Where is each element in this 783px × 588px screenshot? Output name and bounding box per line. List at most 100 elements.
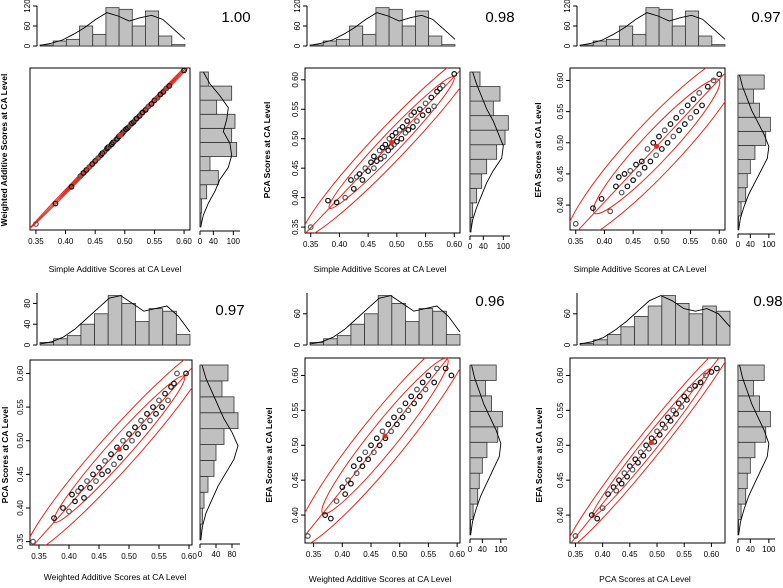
side-hist-bar — [469, 488, 479, 505]
side-hist-tick-label: 0 — [468, 242, 473, 251]
data-point — [422, 100, 429, 107]
side-hist-bar — [469, 173, 483, 189]
y-axis-label: EFA Scores at CA Level — [534, 407, 544, 502]
data-point — [379, 144, 386, 151]
top-hist-bar — [445, 334, 461, 346]
y-tick-label: 0.60 — [291, 71, 300, 87]
data-point — [393, 421, 400, 428]
data-point — [661, 127, 668, 134]
y-axis-label: EFA Scores at CA Level — [533, 102, 543, 197]
y-tick-label: 0.35 — [291, 219, 300, 235]
y-tick-label: 0.55 — [556, 402, 565, 418]
x-tick-label: 0.55 — [147, 237, 163, 246]
data-point — [414, 386, 420, 393]
data-point — [670, 133, 677, 140]
panel-1: 0.35 0.40 0.45 0.50 0.55 0.60 Simple Additive … — [0, 0, 251, 274]
side-hist-bar — [469, 100, 494, 117]
data-point — [385, 147, 392, 154]
correlation-label: 0.97 — [751, 9, 780, 26]
top-hist-tick-label: 40 — [23, 319, 32, 328]
data-point — [102, 458, 108, 464]
data-point — [105, 468, 111, 474]
data-point — [613, 183, 619, 190]
side-hist-bar — [199, 99, 218, 115]
data-point — [598, 195, 605, 202]
data-point — [644, 146, 651, 152]
x-tick-label: 0.50 — [121, 552, 137, 561]
top-hist-bar — [377, 295, 393, 346]
side-hist-bar — [469, 364, 497, 381]
y-tick-label: 0.45 — [291, 472, 300, 488]
side-hist-bar — [737, 395, 760, 412]
y-tick-label: 0.45 — [16, 466, 25, 482]
data-point — [624, 473, 631, 480]
data-point — [408, 393, 415, 400]
side-hist-bar — [737, 380, 754, 397]
data-point — [181, 68, 187, 74]
side-hist-bar — [469, 503, 474, 520]
data-point — [101, 149, 107, 155]
data-point — [615, 174, 622, 180]
data-point — [322, 512, 328, 518]
x-tick-label: 0.35 — [568, 237, 584, 246]
scatter-frame — [304, 357, 461, 544]
centroid-point — [648, 440, 654, 446]
top-hist-tick-label: 0 — [23, 342, 32, 347]
top-density-curve — [39, 295, 191, 345]
top-hist-tick-label: 60 — [293, 21, 302, 30]
x-tick-label: 0.55 — [421, 550, 437, 559]
x-axis-label: Weighted Additive Scores at CA Level — [309, 574, 452, 584]
data-point — [89, 161, 96, 167]
plot-area — [305, 68, 460, 233]
data-point — [690, 96, 697, 103]
data-point — [662, 424, 669, 431]
side-hist-bar — [199, 412, 239, 430]
panel-5: 0.35 0.40 0.45 0.50 0.55 0.60 0.40 0.45 0.50 0.55… — [264, 293, 508, 584]
data-point — [654, 428, 660, 435]
y-tick-label: 0.55 — [291, 402, 300, 418]
data-point — [382, 141, 389, 148]
data-point — [325, 197, 331, 204]
side-hist-bar — [469, 158, 488, 175]
side-hist-bar — [199, 507, 203, 525]
side-hist-tick-label: 40 — [746, 545, 755, 554]
data-point — [638, 158, 645, 165]
side-hist-bar — [737, 173, 748, 189]
top-hist-bar — [388, 8, 403, 47]
data-point — [699, 102, 705, 109]
y-tick-label: 0.50 — [291, 437, 300, 453]
data-point — [126, 431, 132, 437]
data-point — [640, 452, 647, 459]
data-point — [84, 478, 90, 484]
top-hist-bar — [158, 35, 173, 47]
data-point — [33, 221, 39, 227]
data-point — [630, 177, 637, 184]
side-hist-bar — [737, 364, 765, 381]
data-point — [588, 512, 595, 518]
data-point — [673, 410, 679, 417]
side-hist-bar — [737, 159, 751, 175]
top-hist-bar — [121, 302, 136, 346]
data-point — [613, 487, 620, 494]
data-point — [710, 77, 717, 84]
top-hist-tick-label: 60 — [563, 21, 572, 30]
panel-6: 0.35 0.40 0.45 0.50 0.55 0.60 0.40 0.45 0.50 0.55… — [534, 293, 783, 584]
inner-ellipse — [592, 78, 721, 215]
data-point — [696, 90, 703, 96]
data-point — [362, 449, 369, 456]
data-point — [99, 471, 105, 478]
data-point — [307, 224, 314, 231]
top-hist-bar — [647, 305, 663, 346]
side-hist-bar — [199, 184, 208, 200]
data-point — [75, 488, 81, 495]
x-tick-label: 0.55 — [683, 237, 699, 246]
top-hist-bar — [323, 338, 338, 346]
side-hist-bar — [737, 457, 751, 474]
side-density-curve — [470, 71, 504, 233]
side-hist-tick-label: 40 — [209, 237, 218, 246]
data-point — [353, 174, 360, 180]
data-point — [160, 89, 167, 95]
data-point — [624, 183, 631, 190]
data-point — [138, 417, 144, 424]
data-point — [365, 168, 372, 175]
